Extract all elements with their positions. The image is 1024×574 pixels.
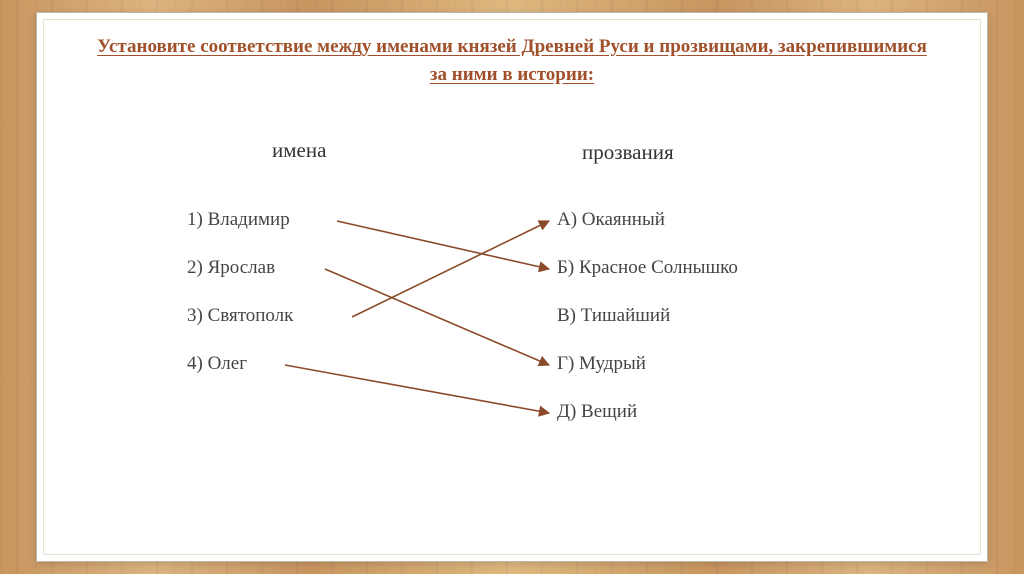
- right-item: Б) Красное Солнышко: [557, 257, 738, 279]
- left-item: 4) Олег: [187, 353, 247, 375]
- right-item: В) Тишайший: [557, 305, 670, 327]
- paper-card: Установите соответствие между именами кн…: [36, 12, 988, 562]
- connection-line: [325, 269, 549, 365]
- right-item: Г) Мудрый: [557, 353, 646, 375]
- right-item: Д) Вещий: [557, 401, 637, 423]
- left-item: 1) Владимир: [187, 209, 290, 231]
- connection-line: [285, 365, 549, 413]
- right-item: А) Окаянный: [557, 209, 665, 231]
- left-item: 3) Святополк: [187, 305, 293, 327]
- connection-lines: [37, 96, 987, 516]
- connection-line: [337, 221, 549, 269]
- right-column-header: прозвания: [582, 140, 674, 165]
- connection-line: [352, 221, 549, 317]
- left-column-header: имена: [272, 138, 326, 163]
- title: Установите соответствие между именами кн…: [37, 13, 987, 96]
- matching-content: имена прозвания 1) Владимир 2) Ярослав 3) …: [37, 96, 987, 516]
- left-item: 2) Ярослав: [187, 257, 275, 279]
